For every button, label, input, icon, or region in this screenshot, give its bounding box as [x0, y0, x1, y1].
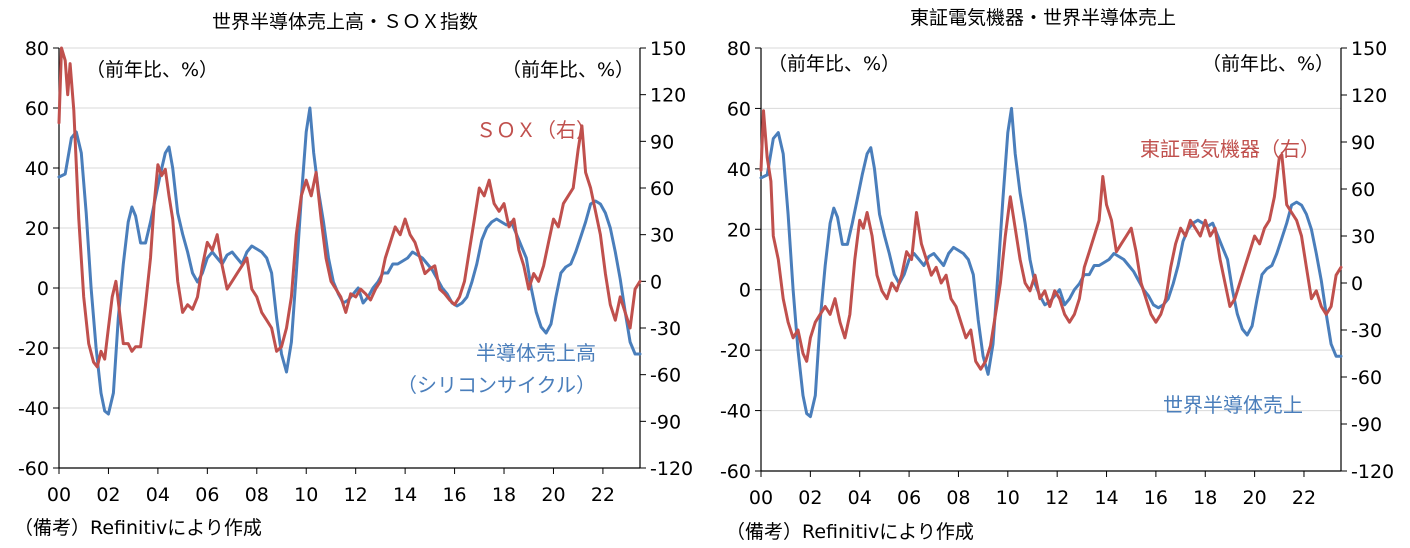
right-axis-tick-label: 120 [650, 85, 686, 107]
x-axis-tick-label: 18 [492, 484, 516, 506]
x-axis-tick-label: 00 [749, 487, 773, 509]
left-axis-unit: （前年比、%） [86, 59, 218, 81]
right-axis-tick-label: 150 [650, 38, 686, 60]
chart-title: 東証電気機器・世界半導体売上 [910, 7, 1176, 29]
series-label: 半導体売上高 [476, 341, 596, 365]
left-axis-tick-label: -40 [720, 401, 751, 423]
x-axis-tick-label: 12 [1045, 487, 1069, 509]
left-axis-tick-label: 0 [37, 278, 49, 300]
x-axis-tick-label: 16 [442, 484, 466, 506]
x-axis-tick-label: 06 [195, 484, 219, 506]
left-axis-tick-label: -60 [18, 458, 49, 480]
x-axis-tick-label: 20 [541, 484, 565, 506]
x-axis-tick-label: 04 [146, 484, 170, 506]
left-axis-tick-label: -20 [720, 340, 751, 362]
left-axis-tick-label: 80 [25, 38, 49, 60]
left-axis-tick-label: 80 [727, 38, 751, 60]
left-axis-tick-label: -40 [18, 398, 49, 420]
left-axis-tick-label: -60 [720, 461, 751, 483]
right-axis-tick-label: 0 [1351, 273, 1363, 295]
chart-panel-1: 世界半導体売上高・ＳＯＸ指数806040200-20-40-6015012090… [14, 11, 693, 539]
x-axis-tick-label: 20 [1243, 487, 1267, 509]
right-axis-tick-label: 90 [650, 131, 674, 153]
right-axis-tick-label: 120 [1351, 85, 1387, 107]
source-note: （備考）Refinitivにより作成 [726, 521, 974, 543]
series-line-left-axis [57, 106, 642, 416]
left-axis-tick-label: 40 [25, 158, 49, 180]
chart-panel-2: 東証電気機器・世界半導体売上806040200-20-40-6015012090… [720, 7, 1394, 543]
left-axis-tick-label: 40 [727, 159, 751, 181]
right-axis-unit: （前年比、%） [1202, 53, 1334, 75]
x-axis-tick-label: 08 [245, 484, 269, 506]
series-label: ＳＯＸ（右） [476, 118, 596, 142]
right-axis-tick-label: 0 [650, 271, 662, 293]
right-axis-tick-label: 30 [650, 225, 674, 247]
right-axis-tick-label: 30 [1351, 226, 1375, 248]
left-axis-tick-label: 60 [25, 98, 49, 120]
right-axis-tick-label: 60 [650, 178, 674, 200]
series-line-right-axis [57, 46, 642, 369]
series-line-right-axis [759, 109, 1343, 371]
right-axis-tick-label: -120 [1351, 461, 1394, 483]
right-axis-tick-label: -30 [650, 318, 681, 340]
series-label: （シリコンサイクル） [397, 373, 596, 397]
left-axis-unit: （前年比、%） [768, 53, 900, 75]
right-axis-tick-label: -90 [1351, 414, 1382, 436]
left-axis-tick-label: 20 [727, 219, 751, 241]
x-axis-tick-label: 06 [897, 487, 921, 509]
left-axis-tick-label: 20 [25, 218, 49, 240]
x-axis-tick-label: 14 [393, 484, 417, 506]
x-axis-tick-label: 02 [798, 487, 822, 509]
x-axis-tick-label: 14 [1094, 487, 1118, 509]
right-axis-tick-label: -60 [1351, 367, 1382, 389]
x-axis-tick-label: 02 [96, 484, 120, 506]
right-axis-unit: （前年比、%） [502, 59, 634, 81]
right-axis-tick-label: 150 [1351, 38, 1387, 60]
right-axis-tick-label: -120 [650, 458, 693, 480]
x-axis-tick-label: 18 [1193, 487, 1217, 509]
left-axis-tick-label: 60 [727, 98, 751, 120]
series-label: 東証電気機器（右） [1140, 137, 1320, 161]
right-axis-tick-label: -90 [650, 411, 681, 433]
right-axis-tick-label: -30 [1351, 320, 1382, 342]
x-axis-tick-label: 22 [591, 484, 615, 506]
x-axis-tick-label: 08 [946, 487, 970, 509]
right-axis-tick-label: -60 [650, 365, 681, 387]
x-axis-tick-label: 16 [1144, 487, 1168, 509]
right-axis-tick-label: 90 [1351, 132, 1375, 154]
right-axis-tick-label: 60 [1351, 179, 1375, 201]
x-axis-tick-label: 10 [294, 484, 318, 506]
source-note: （備考）Refinitivにより作成 [14, 517, 262, 539]
x-axis-tick-label: 12 [344, 484, 368, 506]
x-axis-tick-label: 00 [47, 484, 71, 506]
chart-title: 世界半導体売上高・ＳＯＸ指数 [212, 11, 478, 33]
x-axis-tick-label: 04 [848, 487, 872, 509]
left-axis-tick-label: 0 [739, 280, 751, 302]
x-axis-tick-label: 10 [996, 487, 1020, 509]
x-axis-tick-label: 22 [1292, 487, 1316, 509]
left-axis-tick-label: -20 [18, 338, 49, 360]
series-label: 世界半導体売上 [1163, 393, 1303, 417]
